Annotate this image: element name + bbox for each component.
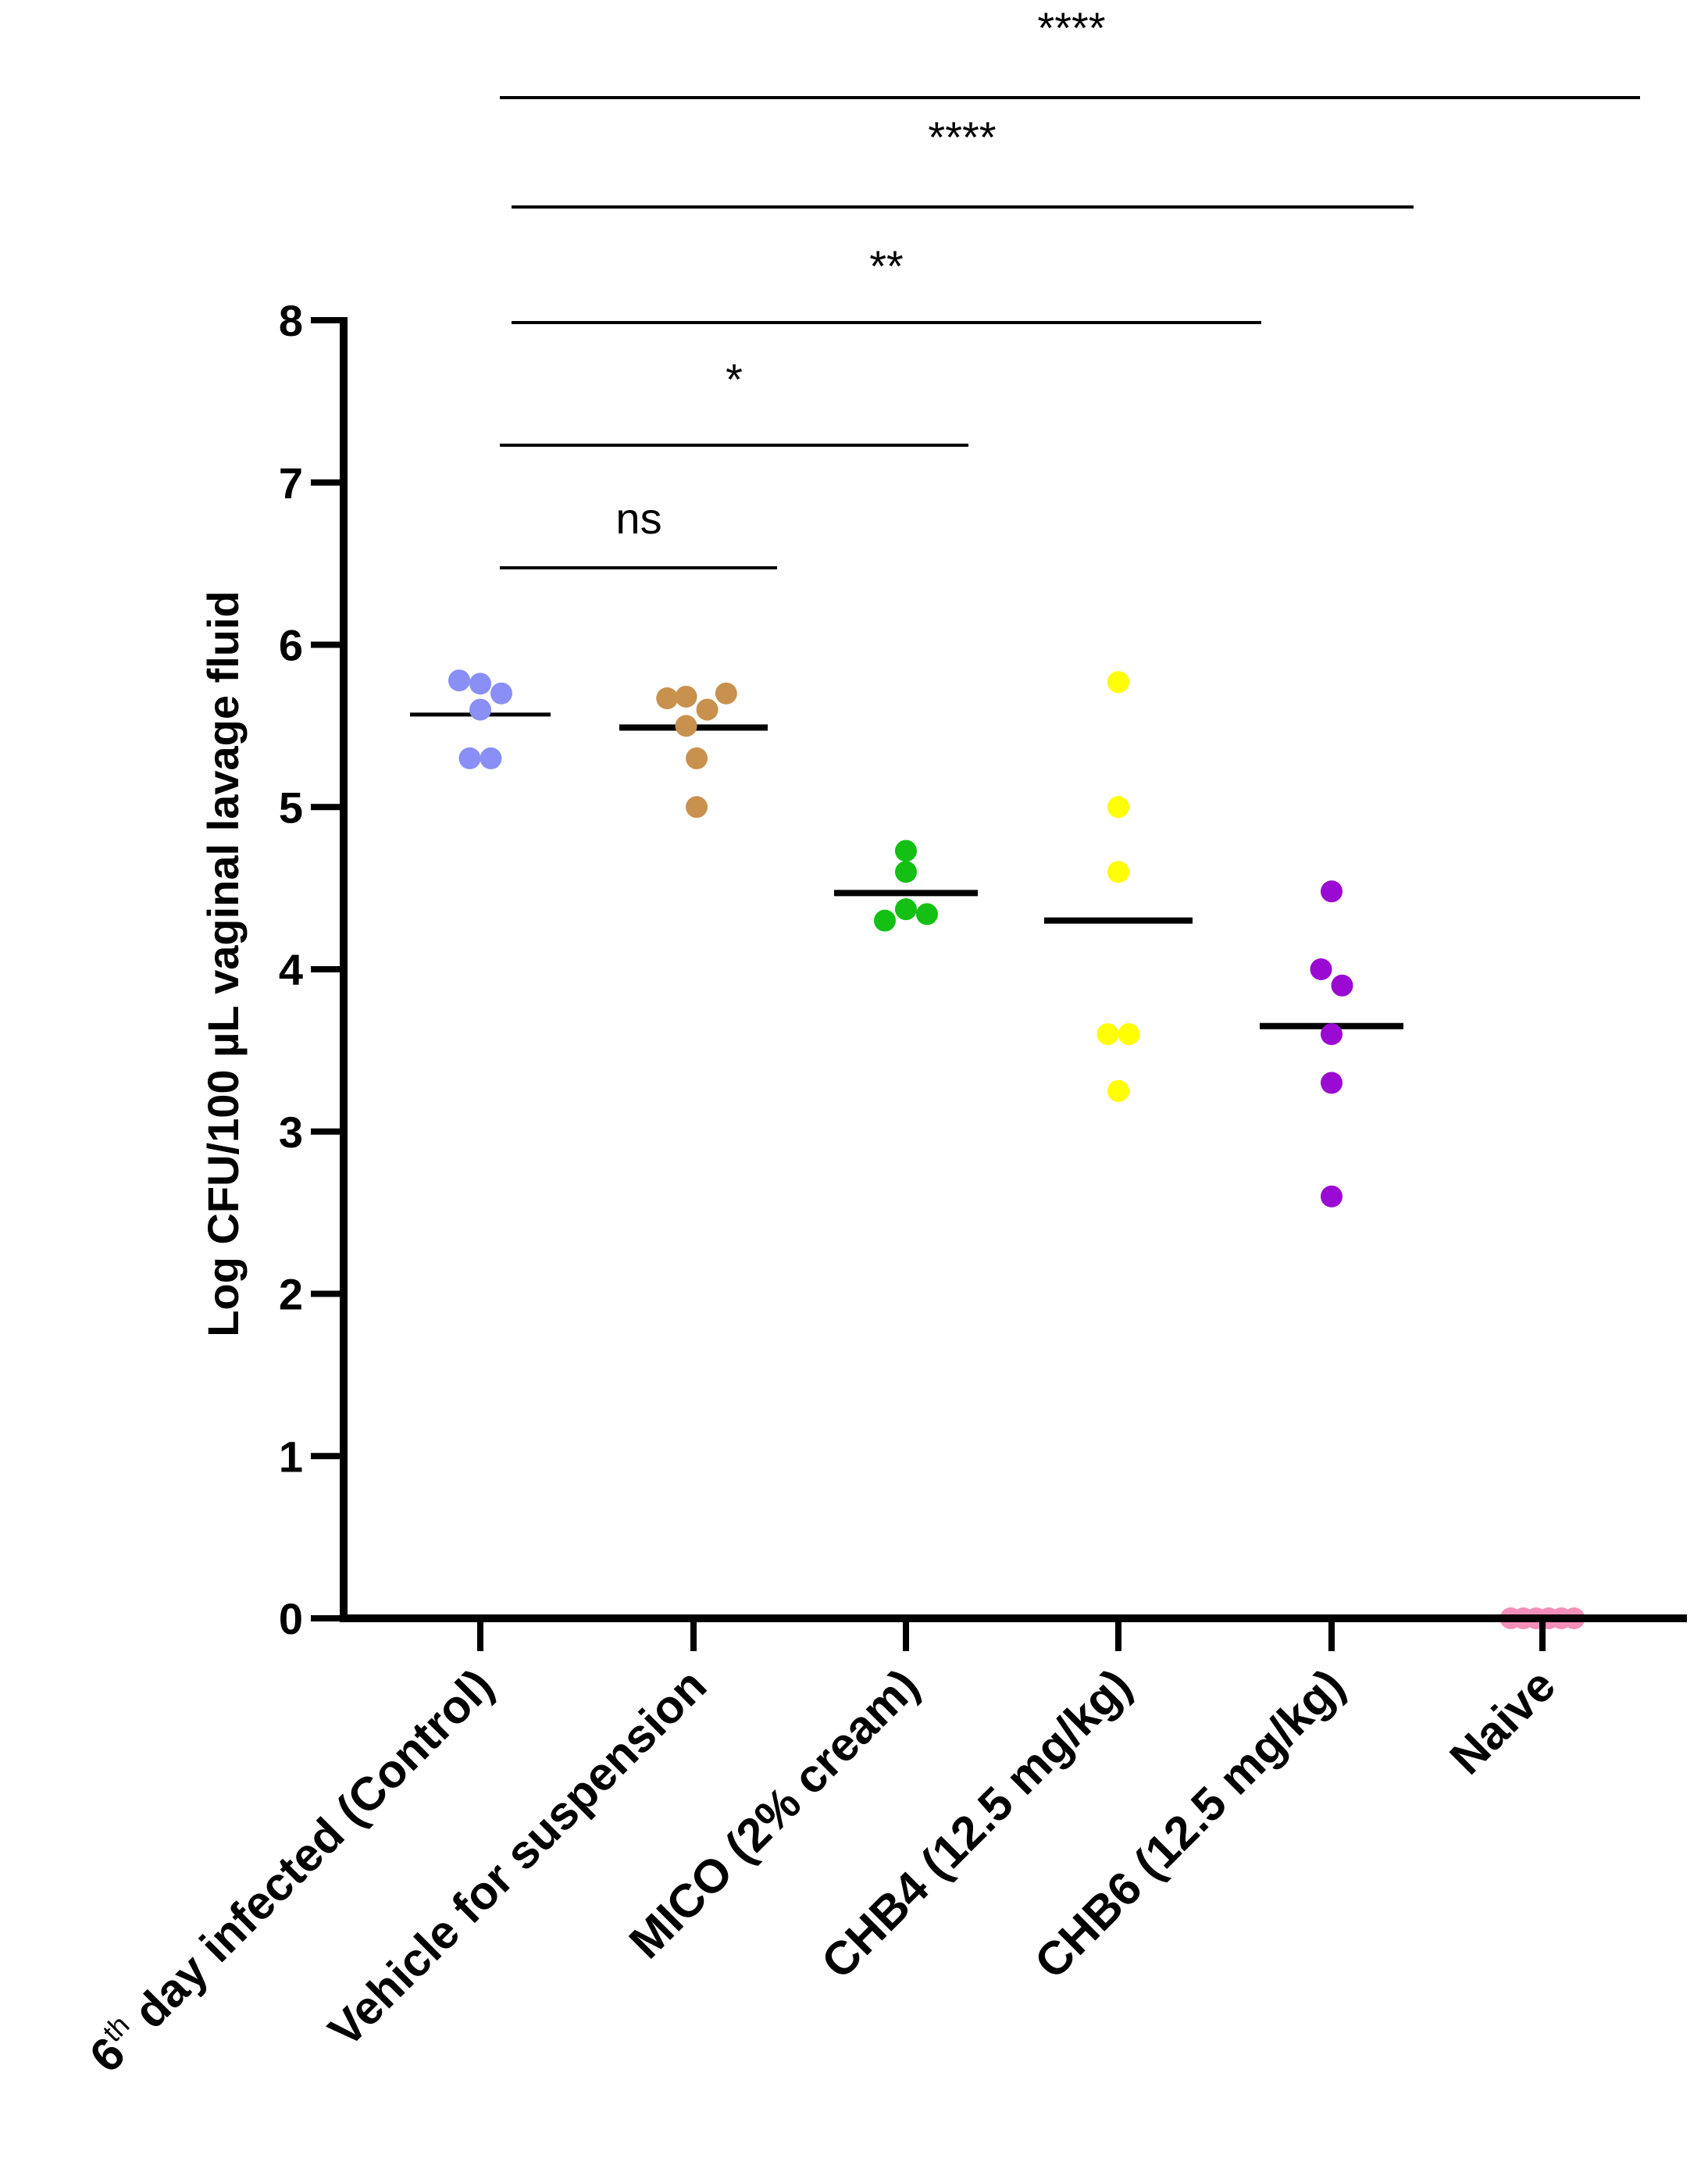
data-point (1107, 671, 1129, 694)
data-point (696, 698, 719, 721)
significance-label: **** (928, 112, 996, 162)
axes: 0 1 2 3 4 5 6 7 8 (279, 296, 1687, 1651)
y-tick-label: 7 (279, 458, 303, 508)
category-label: Vehicle for suspension (319, 1659, 716, 2056)
data-point (675, 715, 697, 737)
data-point (1107, 1079, 1129, 1102)
data-point (1321, 1023, 1343, 1046)
y-tick-label: 3 (279, 1108, 303, 1157)
y-tick-label: 2 (279, 1270, 303, 1319)
data-point (490, 682, 512, 705)
y-tick-label: 0 (279, 1594, 303, 1643)
data-point (1331, 974, 1353, 997)
y-axis-title: Log CFU/100 µL vaginal lavage fluid (198, 590, 248, 1336)
significance-label: ** (869, 241, 904, 291)
significance-label: * (726, 355, 743, 404)
data-point (1118, 1023, 1140, 1046)
data-point (469, 672, 491, 695)
data-point (1310, 958, 1332, 980)
category-labels: 6th day infected (Control)Vehicle for su… (78, 1657, 1566, 2083)
data-point (1096, 1023, 1119, 1046)
data-point (874, 909, 896, 932)
data-point (1321, 880, 1343, 903)
data-point (895, 898, 917, 921)
y-tick-label: 1 (279, 1432, 303, 1481)
y-tick-label: 6 (279, 621, 303, 670)
data-point (895, 861, 917, 883)
data-point (1321, 1072, 1343, 1094)
data-point (1107, 796, 1129, 819)
y-tick-label: 5 (279, 783, 303, 832)
y-tick-label: 8 (279, 296, 303, 345)
category-label: Naive (1440, 1659, 1566, 1785)
data-point (895, 840, 917, 862)
data-points (448, 669, 1585, 1629)
data-point (675, 685, 697, 708)
data-point (686, 796, 708, 819)
data-point (480, 747, 502, 769)
data-point (458, 747, 481, 769)
significance-label: ns (615, 494, 661, 543)
data-point (448, 669, 470, 692)
data-point (656, 687, 679, 710)
significance-label: **** (1037, 3, 1105, 52)
data-point (1321, 1185, 1343, 1208)
data-point (715, 682, 737, 705)
significance-brackets: ns*********** (500, 3, 1640, 569)
data-point (469, 698, 491, 721)
data-point (1107, 861, 1129, 883)
data-point (916, 903, 938, 926)
y-tick-label: 4 (279, 945, 303, 994)
category-label: 6th day infected (Control) (78, 1657, 504, 2083)
data-point (686, 747, 708, 769)
